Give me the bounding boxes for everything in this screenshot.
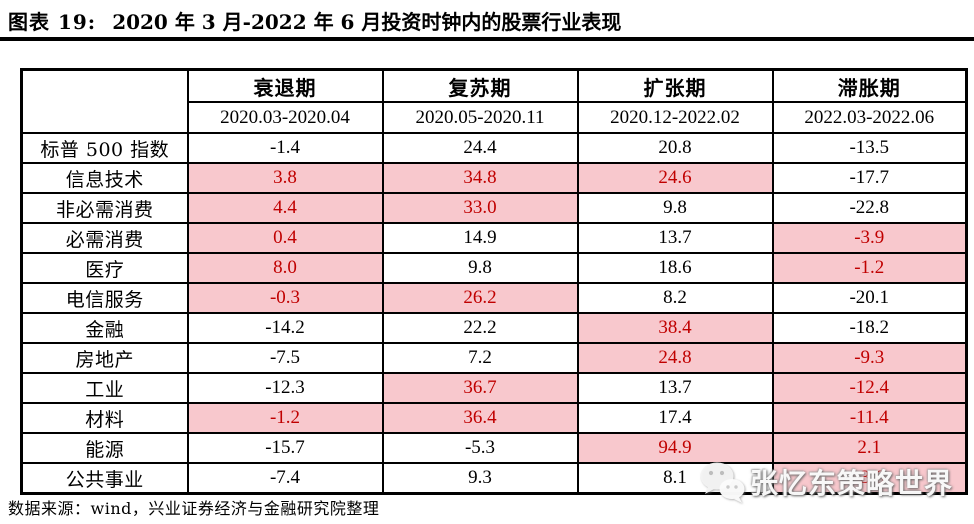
value-cell: 9.3 [381, 462, 579, 495]
value-cell: 0.4 [186, 222, 384, 254]
figure-number: 图表 19: [8, 10, 97, 34]
row-label: 必需消费 [20, 222, 189, 254]
value-cell: -20.1 [771, 282, 968, 314]
value-cell: 22.2 [381, 312, 579, 344]
value-cell: -7.5 [186, 342, 384, 374]
value-cell: -7.4 [186, 462, 384, 495]
col-header-phase: 扩张期 [576, 68, 774, 103]
value-cell: -14.2 [186, 312, 384, 344]
col-header-period: 2020.03-2020.04 [186, 101, 384, 134]
value-cell: -13.5 [771, 132, 968, 164]
value-cell: -17.7 [771, 162, 968, 194]
value-cell: 20.8 [576, 132, 774, 164]
row-label: 金融 [20, 312, 189, 344]
value-cell: -18.2 [771, 312, 968, 344]
col-header-phase: 滞胀期 [771, 68, 968, 103]
value-cell: 36.7 [381, 372, 579, 404]
page-title: 图表 19: 2020 年 3 月-2022 年 6 月投资时钟内的股票行业表现 [8, 6, 621, 35]
value-cell: 4.4 [186, 192, 384, 224]
col-header-phase: 复苏期 [381, 68, 579, 103]
value-cell: 24.4 [381, 132, 579, 164]
value-cell: -1.2 [186, 402, 384, 434]
value-cell: -3.9 [771, 222, 968, 254]
source-note: 数据来源：wind，兴业证券经济与金融研究院整理 [8, 499, 380, 518]
row-label: 工业 [20, 372, 189, 404]
value-cell: -22.8 [771, 192, 968, 224]
table-row: 医疗 8.0 9.8 18.6 -1.2 [20, 252, 968, 284]
value-cell: 13.7 [576, 372, 774, 404]
value-cell: 2.1 [771, 432, 968, 464]
value-cell: 8.2 [576, 282, 774, 314]
row-label: 材料 [20, 402, 189, 434]
value-cell: 8.0 [186, 252, 384, 284]
row-label: 能源 [20, 432, 189, 464]
col-header-phase: 衰退期 [186, 68, 384, 103]
value-cell: 34.8 [381, 162, 579, 194]
value-cell: 33.0 [381, 192, 579, 224]
value-cell: 13.7 [576, 222, 774, 254]
value-cell: 24.8 [576, 342, 774, 374]
value-cell: -3.6 [771, 462, 968, 495]
table-row: 金融 -14.2 22.2 38.4 -18.2 [20, 312, 968, 344]
value-cell: 18.6 [576, 252, 774, 284]
table-row: 非必需消费 4.4 33.0 9.8 -22.8 [20, 192, 968, 224]
value-cell: 9.8 [381, 252, 579, 284]
col-header-period: 2020.12-2022.02 [576, 101, 774, 134]
value-cell: 94.9 [576, 432, 774, 464]
sector-performance-table: 衰退期 复苏期 扩张期 滞胀期 2020.03-2020.04 2020.05-… [20, 68, 968, 495]
value-cell: -12.4 [771, 372, 968, 404]
value-cell: 36.4 [381, 402, 579, 434]
value-cell: 7.2 [381, 342, 579, 374]
figure-title-text: 2020 年 3 月-2022 年 6 月投资时钟内的股票行业表现 [112, 10, 622, 34]
value-cell: 17.4 [576, 402, 774, 434]
table-row: 信息技术 3.8 34.8 24.6 -17.7 [20, 162, 968, 194]
value-cell: 3.8 [186, 162, 384, 194]
value-cell: -11.4 [771, 402, 968, 434]
row-label: 非必需消费 [20, 192, 189, 224]
table-row: 房地产 -7.5 7.2 24.8 -9.3 [20, 342, 968, 374]
col-header-period: 2022.03-2022.06 [771, 101, 968, 134]
table-row: 电信服务 -0.3 26.2 8.2 -20.1 [20, 282, 968, 314]
period-header-row: 2020.03-2020.04 2020.05-2020.11 2020.12-… [22, 101, 968, 134]
value-cell: 38.4 [576, 312, 774, 344]
row-label: 信息技术 [20, 162, 189, 194]
title-divider [0, 37, 974, 41]
table-row: 公共事业 -7.4 9.3 8.1 -3.6 [20, 462, 968, 495]
value-cell: -0.3 [186, 282, 384, 314]
row-label: 标普 500 指数 [20, 132, 189, 164]
corner-cell [20, 68, 189, 134]
value-cell: 9.8 [576, 192, 774, 224]
value-cell: 8.1 [576, 462, 774, 495]
table-row: 材料 -1.2 36.4 17.4 -11.4 [20, 402, 968, 434]
value-cell: -1.4 [186, 132, 384, 164]
value-cell: 24.6 [576, 162, 774, 194]
row-label: 房地产 [20, 342, 189, 374]
row-label: 公共事业 [20, 462, 189, 495]
col-header-period: 2020.05-2020.11 [381, 101, 579, 134]
row-label: 医疗 [20, 252, 189, 284]
phase-header-row: 衰退期 复苏期 扩张期 滞胀期 [20, 68, 968, 134]
value-cell: 14.9 [381, 222, 579, 254]
table-row: 标普 500 指数 -1.4 24.4 20.8 -13.5 [20, 132, 968, 164]
table-row: 能源 -15.7 -5.3 94.9 2.1 [20, 432, 968, 464]
value-cell: 26.2 [381, 282, 579, 314]
row-label: 电信服务 [20, 282, 189, 314]
value-cell: -15.7 [186, 432, 384, 464]
value-cell: -9.3 [771, 342, 968, 374]
table-row: 必需消费 0.4 14.9 13.7 -3.9 [20, 222, 968, 254]
value-cell: -1.2 [771, 252, 968, 284]
value-cell: -5.3 [381, 432, 579, 464]
table-row: 工业 -12.3 36.7 13.7 -12.4 [20, 372, 968, 404]
value-cell: -12.3 [186, 372, 384, 404]
